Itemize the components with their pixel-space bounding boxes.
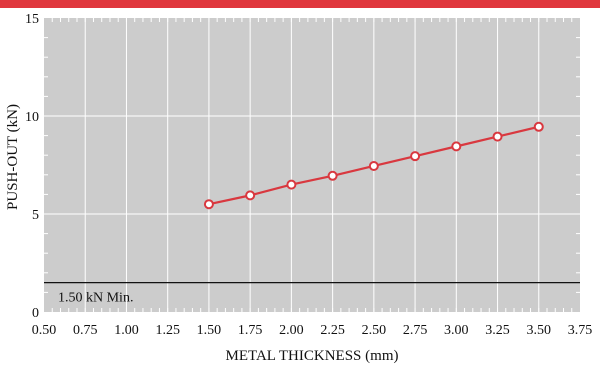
y-tick-label: 15 (25, 12, 39, 27)
x-tick-label: 3.25 (485, 323, 510, 338)
grid (44, 18, 580, 312)
x-tick-label: 2.25 (320, 323, 345, 338)
y-tick-label: 10 (25, 110, 39, 125)
data-point (492, 131, 503, 142)
x-tick-label: 3.00 (444, 323, 469, 338)
x-tick-label: 2.00 (279, 323, 304, 338)
x-tick-label: 1.50 (197, 323, 222, 338)
data-point (286, 179, 297, 190)
data-point (410, 151, 421, 162)
x-tick-label: 3.50 (527, 323, 552, 338)
data-point (451, 141, 462, 152)
top-accent-bar (0, 0, 600, 8)
y-tick-label: 0 (32, 306, 39, 321)
x-tick-label: 1.75 (238, 323, 263, 338)
y-tick-label: 5 (32, 208, 39, 223)
data-point (245, 190, 256, 201)
y-tick-labels: 0 5 10 15 (25, 12, 39, 321)
x-tick-labels: 0.50 0.75 1.00 1.25 1.50 1.75 2.00 2.25 2.50 2.75… (32, 323, 593, 338)
x-tick-label: 3.75 (568, 323, 593, 338)
data-point (203, 199, 214, 210)
data-point (533, 121, 544, 132)
minor-ticks (44, 18, 580, 312)
y-axis-title: PUSH-OUT (kN) (5, 104, 21, 210)
plot-area (44, 18, 580, 312)
reference-line-label: 1.50 kN Min. (58, 291, 133, 306)
data-point (368, 160, 379, 171)
x-tick-label: 0.50 (32, 323, 57, 338)
x-axis-title: METAL THICKNESS (mm) (226, 348, 399, 364)
x-tick-label: 0.75 (73, 323, 98, 338)
x-tick-label: 1.00 (114, 323, 139, 338)
x-tick-label: 2.75 (403, 323, 428, 338)
data-point (327, 170, 338, 181)
series (203, 121, 544, 210)
x-tick-label: 2.50 (362, 323, 387, 338)
x-tick-label: 1.25 (155, 323, 180, 338)
